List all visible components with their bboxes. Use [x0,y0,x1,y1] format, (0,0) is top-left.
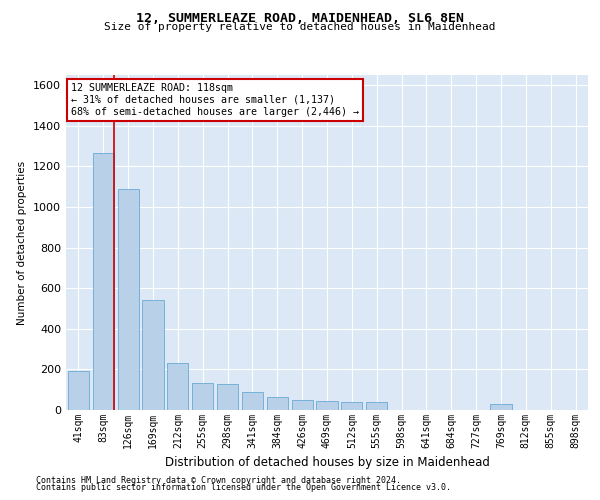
Y-axis label: Number of detached properties: Number of detached properties [17,160,28,324]
Bar [292,400,313,410]
Text: 12 SUMMERLEAZE ROAD: 118sqm
← 31% of detached houses are smaller (1,137)
68% of : 12 SUMMERLEAZE ROAD: 118sqm ← 31% of det… [71,84,359,116]
Bar [142,300,164,410]
Bar [68,372,89,410]
Bar [267,397,288,410]
Bar [93,153,114,410]
Bar [341,402,362,410]
Text: Contains HM Land Registry data © Crown copyright and database right 2024.: Contains HM Land Registry data © Crown c… [36,476,401,485]
Bar [192,382,213,410]
Bar [217,384,238,410]
Text: Contains public sector information licensed under the Open Government Licence v3: Contains public sector information licen… [36,484,451,492]
Bar [242,392,263,410]
Text: Size of property relative to detached houses in Maidenhead: Size of property relative to detached ho… [104,22,496,32]
Bar [118,188,139,410]
Bar [366,402,387,410]
Bar [167,364,188,410]
Bar [490,404,512,410]
Text: 12, SUMMERLEAZE ROAD, MAIDENHEAD, SL6 8EN: 12, SUMMERLEAZE ROAD, MAIDENHEAD, SL6 8E… [136,12,464,26]
X-axis label: Distribution of detached houses by size in Maidenhead: Distribution of detached houses by size … [164,456,490,469]
Bar [316,401,338,410]
